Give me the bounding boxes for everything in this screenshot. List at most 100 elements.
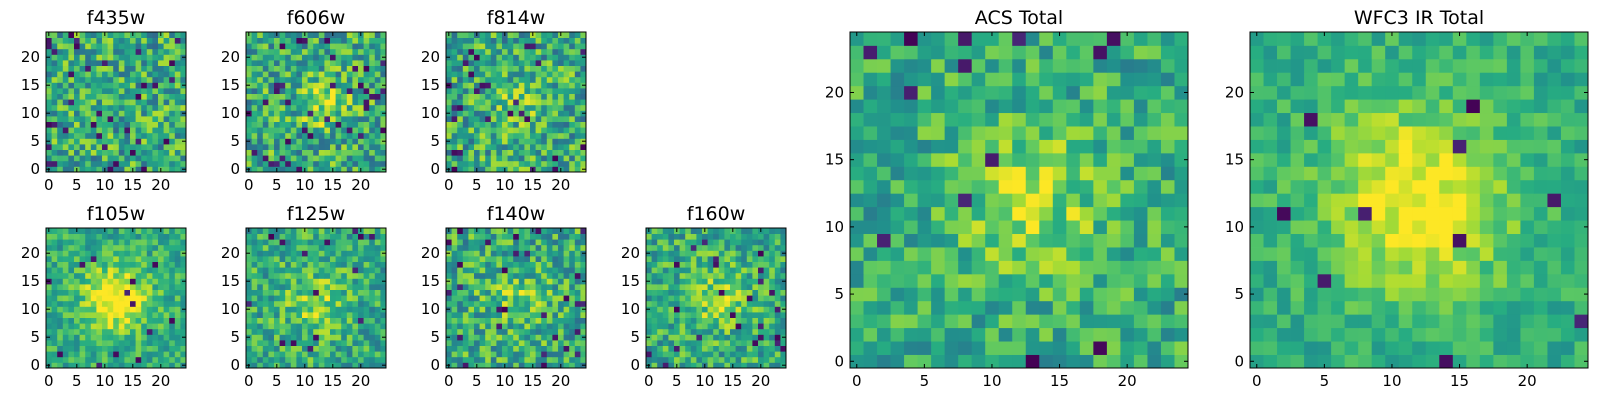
heatmap-cell bbox=[752, 328, 759, 335]
heatmap-cell bbox=[290, 149, 297, 156]
heatmap-cell bbox=[285, 284, 292, 290]
heatmap-cell bbox=[352, 267, 359, 274]
heatmap-cell bbox=[513, 312, 520, 318]
heatmap-cell bbox=[118, 278, 125, 285]
heatmap-cell bbox=[290, 65, 297, 72]
heatmap-cell bbox=[518, 261, 525, 268]
heatmap-cell bbox=[313, 116, 320, 122]
heatmap-cell bbox=[507, 278, 514, 285]
heatmap-cell bbox=[679, 351, 686, 358]
heatmap-cell bbox=[318, 93, 325, 100]
heatmap-cell bbox=[57, 328, 64, 335]
heatmap-cell bbox=[769, 256, 776, 262]
heatmap-cell bbox=[558, 239, 564, 246]
heatmap-cell bbox=[62, 37, 69, 44]
heatmap-cell bbox=[324, 37, 331, 44]
heatmap-cell bbox=[541, 256, 548, 262]
heatmap-cell bbox=[374, 289, 381, 296]
heatmap-cell bbox=[90, 340, 97, 346]
heatmap-cell bbox=[279, 116, 286, 122]
heatmap-cell bbox=[302, 127, 308, 134]
heatmap-cell bbox=[107, 250, 114, 257]
heatmap-cell bbox=[274, 328, 280, 335]
heatmap-cell bbox=[863, 341, 878, 355]
heatmap-cell bbox=[369, 239, 376, 246]
x-tick-label: 15 bbox=[123, 176, 142, 194]
heatmap-cell bbox=[313, 99, 320, 106]
heatmap-cell bbox=[446, 289, 452, 296]
heatmap-cell bbox=[57, 65, 64, 72]
heatmap-cell bbox=[257, 65, 264, 72]
heatmap-cell bbox=[518, 82, 525, 89]
heatmap-cell bbox=[741, 239, 748, 246]
x-tick-label: 0 bbox=[44, 372, 54, 390]
heatmap-cell bbox=[324, 351, 331, 358]
heatmap-cell bbox=[85, 93, 92, 100]
heatmap-cell bbox=[163, 60, 170, 66]
heatmap-cell bbox=[1079, 166, 1094, 181]
heatmap-cell bbox=[690, 256, 697, 262]
heatmap-cell bbox=[457, 233, 464, 240]
heatmap-cell bbox=[330, 127, 336, 134]
heatmap-cell bbox=[774, 272, 781, 279]
heatmap-cell bbox=[262, 144, 269, 150]
heatmap-cell bbox=[944, 220, 959, 234]
heatmap-cell bbox=[130, 284, 136, 290]
heatmap-cell bbox=[380, 328, 387, 335]
heatmap-cell bbox=[958, 179, 973, 194]
heatmap-cell bbox=[758, 267, 764, 274]
heatmap-cell bbox=[490, 228, 497, 234]
heatmap-cell bbox=[518, 166, 525, 173]
heatmap-cell bbox=[530, 144, 536, 150]
heatmap-cell bbox=[380, 267, 387, 274]
heatmap-cell bbox=[146, 261, 153, 268]
heatmap-cell bbox=[251, 345, 258, 352]
heatmap-cell bbox=[518, 239, 525, 246]
heatmap-cell bbox=[502, 48, 508, 55]
heatmap-cell bbox=[113, 60, 120, 66]
heatmap-cell bbox=[451, 289, 458, 296]
heatmap-cell bbox=[285, 93, 292, 100]
heatmap-cell bbox=[877, 314, 891, 329]
heatmap-cell bbox=[507, 138, 514, 145]
heatmap-cell bbox=[730, 323, 736, 330]
heatmap-cell bbox=[257, 37, 264, 44]
heatmap-cell bbox=[474, 99, 480, 106]
heatmap-cell bbox=[374, 99, 381, 106]
heatmap-cell bbox=[152, 362, 159, 369]
heatmap-cell bbox=[474, 132, 480, 139]
heatmap-cell bbox=[79, 345, 86, 352]
heatmap-cell bbox=[57, 239, 64, 246]
heatmap-cell bbox=[657, 345, 664, 352]
heatmap-cell bbox=[296, 82, 303, 89]
heatmap-cell bbox=[558, 132, 564, 139]
heatmap-cell bbox=[169, 149, 176, 156]
heatmap-cell bbox=[352, 284, 359, 290]
heatmap-cell bbox=[646, 244, 652, 251]
heatmap-cell bbox=[735, 284, 742, 290]
heatmap-cell bbox=[1093, 287, 1108, 302]
heatmap-cell bbox=[346, 104, 353, 111]
heatmap-cell bbox=[552, 340, 559, 346]
heatmap-cell bbox=[468, 267, 475, 274]
heatmap-cell bbox=[57, 362, 64, 369]
heatmap-cell bbox=[479, 317, 486, 324]
heatmap-cell bbox=[724, 306, 731, 313]
heatmap-cell bbox=[290, 155, 297, 162]
heatmap-cell bbox=[352, 132, 359, 139]
heatmap-cell bbox=[546, 116, 553, 122]
heatmap-cell bbox=[507, 306, 514, 313]
heatmap-cell bbox=[863, 247, 878, 261]
heatmap-cell bbox=[1079, 233, 1094, 248]
heatmap-cell bbox=[96, 233, 103, 240]
heatmap-cell bbox=[904, 354, 918, 369]
heatmap-cell bbox=[374, 334, 381, 341]
heatmap-cell bbox=[541, 312, 548, 318]
heatmap-cell bbox=[971, 220, 986, 234]
heatmap-cell bbox=[313, 278, 320, 285]
heatmap-cell bbox=[146, 300, 153, 307]
heatmap-cell bbox=[513, 340, 520, 346]
heatmap-cell bbox=[369, 256, 376, 262]
heatmap-cell bbox=[535, 71, 542, 78]
heatmap-cell bbox=[302, 261, 308, 268]
